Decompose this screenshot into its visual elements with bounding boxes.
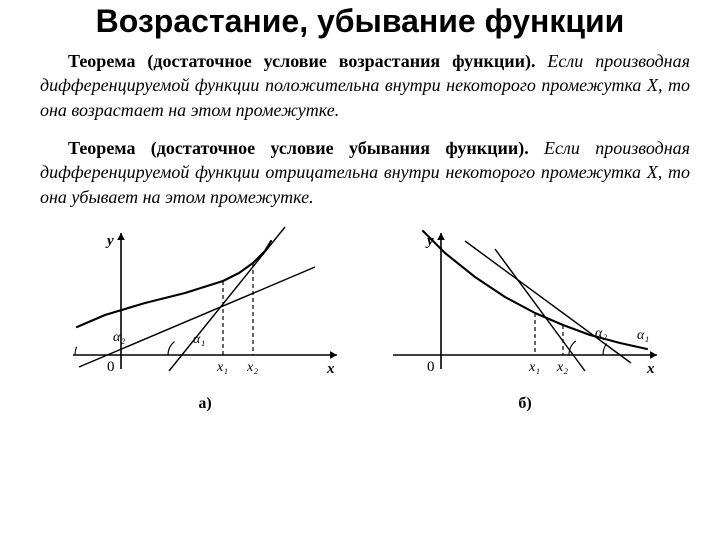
svg-text:x₁: x₁: [216, 360, 228, 375]
svg-text:α₂: α₂: [113, 330, 125, 345]
svg-text:α₁: α₁: [193, 332, 205, 347]
page-title: Возрастание, убывание функции: [0, 0, 720, 39]
svg-text:0: 0: [107, 359, 115, 375]
figure-a: y x 0 x₁ x₂ α₁ α₂: [65, 223, 345, 393]
svg-text:α₂: α₂: [595, 326, 607, 341]
figure-a-caption: а): [198, 395, 211, 413]
figure-b-caption: б): [518, 395, 531, 413]
svg-text:x: x: [326, 361, 335, 377]
figures-row: y x 0 x₁ x₂ α₁ α₂ а) y x 0 x₁ x₂ α₁ α₂ б): [40, 223, 690, 413]
figure-b-wrap: yx0x₁x₂α₁α₂ б): [385, 223, 665, 413]
figure-b: yx0x₁x₂α₁α₂: [385, 223, 665, 393]
svg-text:0: 0: [427, 359, 435, 375]
theorem-2-lead: Теорема (достаточное условие убывания фу…: [68, 138, 529, 158]
svg-text:y: y: [105, 233, 114, 249]
svg-text:x₁: x₁: [528, 360, 540, 375]
svg-text:α₁: α₁: [637, 328, 649, 343]
theorem-1-lead: Теорема (достаточное условие возрастания…: [68, 51, 535, 71]
svg-text:x₂: x₂: [246, 360, 258, 375]
svg-text:x: x: [646, 361, 655, 377]
content-area: Теорема (достаточное условие возрастания…: [0, 39, 720, 413]
svg-text:x₂: x₂: [556, 360, 568, 375]
figure-a-wrap: y x 0 x₁ x₂ α₁ α₂ а): [65, 223, 345, 413]
theorem-2: Теорема (достаточное условие убывания фу…: [40, 136, 690, 209]
theorem-1: Теорема (достаточное условие возрастания…: [40, 49, 690, 122]
